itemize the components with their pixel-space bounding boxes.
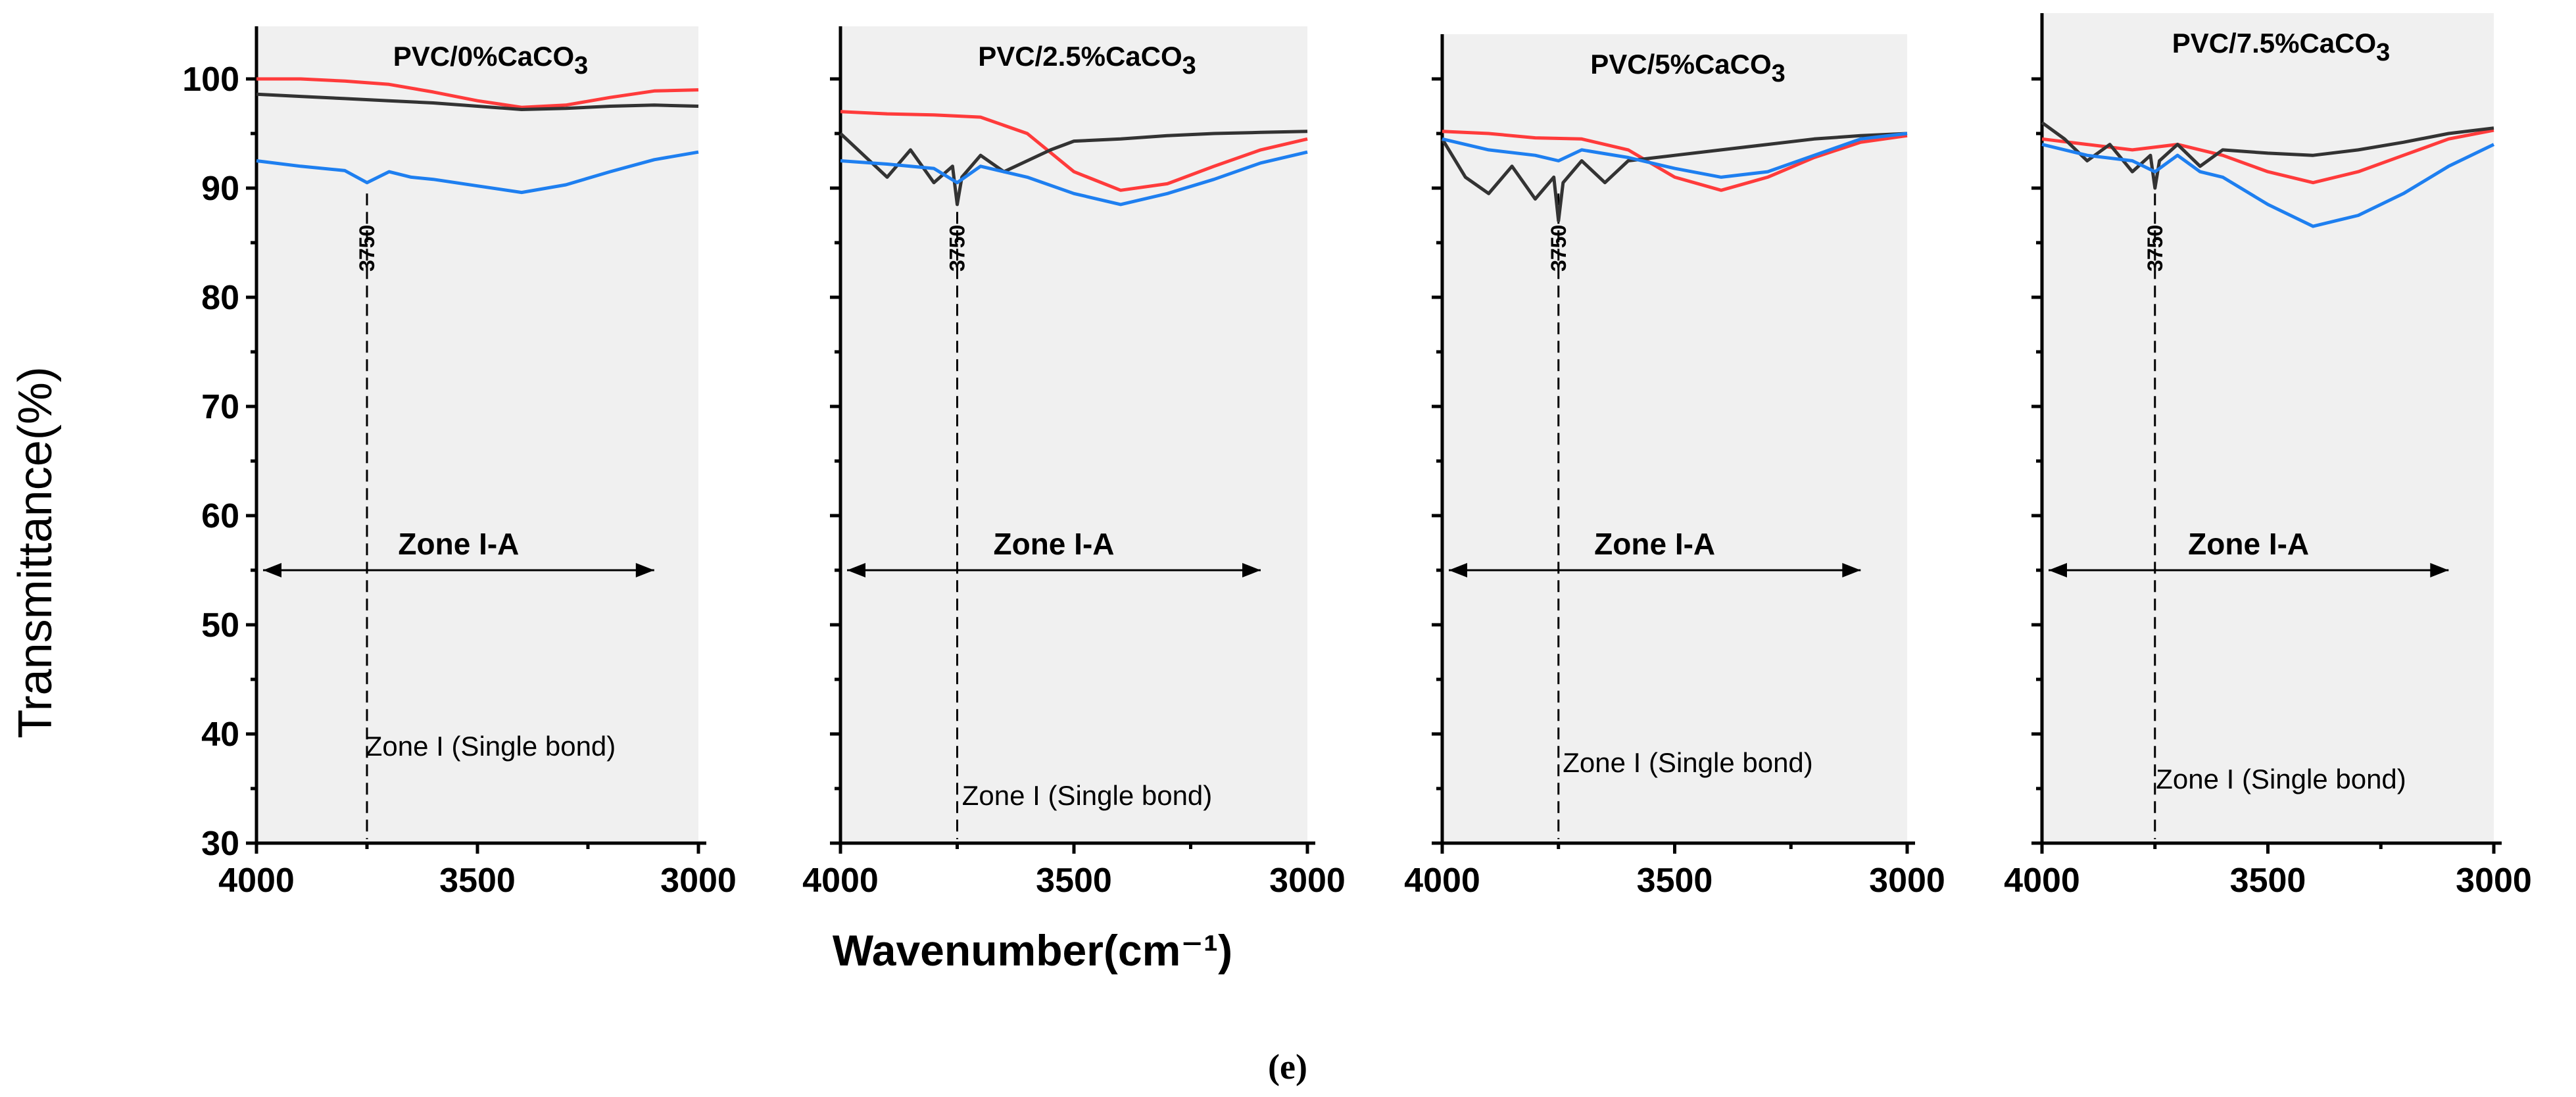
- panel-title-main: PVC/5%CaCO: [1590, 49, 1771, 80]
- series-line-red: [840, 110, 1308, 192]
- series-line-blue: [1442, 132, 1908, 179]
- peak-label-3750: 3750: [2143, 225, 2167, 272]
- panel-title-subscript: 3: [1772, 60, 1786, 87]
- zone-i-label: Zone I (Single bond): [2156, 764, 2406, 794]
- y-tick-label: 100: [182, 61, 239, 99]
- x-tick-label: 3500: [1637, 862, 1713, 900]
- series-line-blue: [840, 150, 1308, 207]
- y-tick-label: 60: [201, 497, 239, 535]
- x-tick-label: 4000: [218, 862, 295, 900]
- zone-arrow-right-head: [635, 563, 654, 577]
- zone-arrow-left-head: [847, 563, 865, 577]
- plot-area: [256, 26, 698, 843]
- series-line-blue: [256, 150, 699, 195]
- x-tick-label: 3000: [1869, 862, 1945, 900]
- y-tick-label: 30: [201, 825, 239, 863]
- chart-panel-2: 4000 3500 3000 Zone I-A 3750 Zone I (Single b…: [802, 26, 1346, 900]
- zone-i-a-label: Zone I-A: [398, 527, 519, 561]
- y-tick-label: 90: [201, 170, 239, 208]
- zone-i-a-label: Zone I-A: [994, 527, 1115, 561]
- panel-title-subscript: 3: [2376, 39, 2390, 66]
- panel-title-main: PVC/7.5%CaCO: [2172, 28, 2376, 59]
- series-line-black: [1440, 132, 1908, 223]
- peak-label-3750: 3750: [1547, 225, 1570, 272]
- y-tick-label: 70: [201, 388, 239, 426]
- series-line-red: [2041, 128, 2494, 185]
- panel-title: PVC/2.5%CaCO3: [978, 41, 1196, 80]
- x-axis-label: Wavenumber(cm⁻¹): [833, 926, 1232, 975]
- series-line-blue: [2041, 143, 2495, 228]
- zone-arrow-right-head: [2430, 563, 2449, 577]
- zone-i-a-label: Zone I-A: [2188, 527, 2309, 561]
- x-tick-label: 4000: [1404, 862, 1480, 900]
- zone-arrow-left-head: [2049, 563, 2067, 577]
- zone-i-label: Zone I (Single bond): [1563, 747, 1813, 778]
- chart-panel-4: 4000 3500 3000 Zone I-A 3750 Zone I (Single b…: [2004, 13, 2532, 900]
- x-tick-label: 3000: [660, 862, 737, 900]
- panel-title-subscript: 3: [574, 52, 588, 80]
- figure-panel-label: (e): [1268, 1047, 1307, 1086]
- series-line-black: [2041, 121, 2494, 190]
- x-tick-label: 4000: [802, 862, 879, 900]
- chart-panel-3: 4000 3500 3000 Zone I-A 3750 Zone I (Single b…: [1404, 34, 1945, 900]
- x-tick-label: 3000: [2456, 862, 2532, 900]
- series-line-black: [839, 130, 1308, 207]
- x-tick-label: 3000: [1269, 862, 1346, 900]
- panel-title-subscript: 3: [1182, 52, 1196, 80]
- zone-arrow-left-head: [1449, 563, 1467, 577]
- series-line-red: [1442, 130, 1908, 192]
- zone-i-label: Zone I (Single bond): [962, 780, 1213, 811]
- x-tick-label: 3500: [2230, 862, 2306, 900]
- x-tick-label: 4000: [2004, 862, 2080, 900]
- x-tick-label: 3500: [439, 862, 516, 900]
- zone-arrow-right-head: [1242, 563, 1261, 577]
- panel-title: PVC/0%CaCO3: [393, 41, 589, 80]
- panel-title: PVC/5%CaCO3: [1590, 49, 1786, 87]
- zone-i-label: Zone I (Single bond): [366, 731, 616, 762]
- peak-label-3750: 3750: [946, 225, 969, 272]
- panel-title: PVC/7.5%CaCO3: [2172, 28, 2391, 66]
- x-tick-label: 3500: [1036, 862, 1112, 900]
- zone-arrow-right-head: [1842, 563, 1861, 577]
- y-tick-label: 40: [201, 716, 239, 754]
- y-tick-label: 80: [201, 279, 239, 317]
- y-axis-label: Transmittance(%): [9, 366, 62, 738]
- panel-title-main: PVC/0%CaCO: [393, 41, 574, 72]
- peak-label-3750: 3750: [355, 225, 379, 272]
- series-line-black: [256, 92, 699, 111]
- panel-title-main: PVC/2.5%CaCO: [978, 41, 1182, 72]
- y-tick-label: 50: [201, 606, 239, 645]
- series-line-red: [256, 77, 699, 109]
- zone-i-a-label: Zone I-A: [1594, 527, 1715, 561]
- zone-arrow-left-head: [263, 563, 281, 577]
